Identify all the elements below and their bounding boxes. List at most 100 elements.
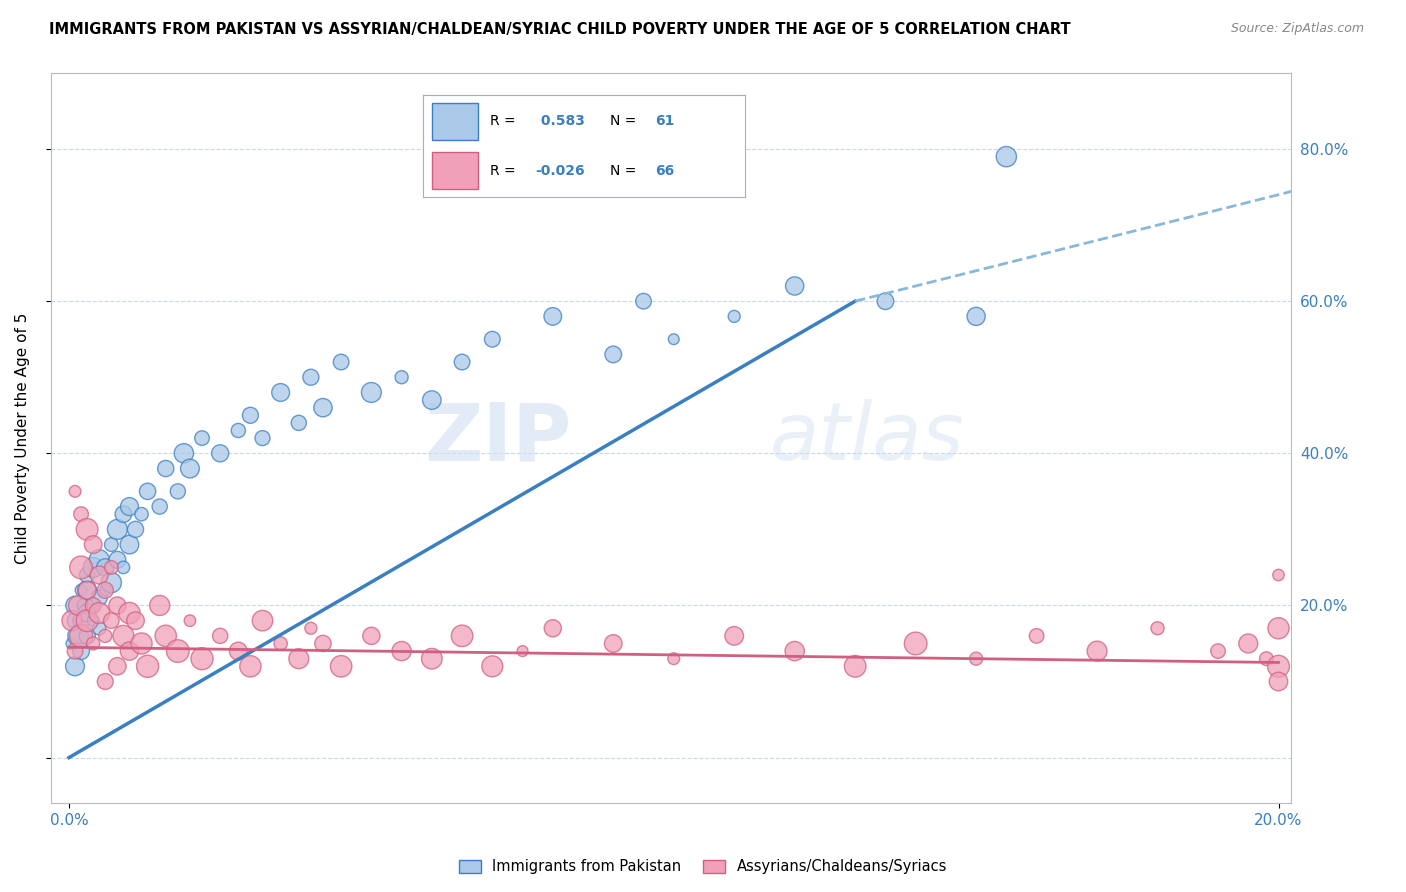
Point [1267,674,1289,689]
Point [60,636,83,650]
Point [1025,629,1047,643]
Point [541,621,564,635]
Point [420,393,443,408]
Point [226,644,249,658]
Point [131,507,153,521]
Point [541,310,564,324]
Point [70,644,93,658]
Point [82,599,104,613]
Point [904,636,927,650]
Point [191,651,214,665]
Point [299,370,322,384]
Point [118,538,141,552]
Point [112,629,135,643]
Point [112,560,135,574]
Point [1267,568,1289,582]
Point [70,507,93,521]
Point [124,614,146,628]
Point [76,583,98,598]
Point [1085,644,1108,658]
Point [783,644,806,658]
Point [63,614,86,628]
Point [155,461,177,475]
Text: atlas: atlas [770,399,965,477]
Point [149,500,172,514]
Point [82,560,104,574]
Point [94,674,117,689]
Point [82,599,104,613]
Point [1267,659,1289,673]
Point [63,484,86,499]
Point [94,583,117,598]
Point [1237,636,1260,650]
Point [602,636,624,650]
Point [63,644,86,658]
Point [391,370,413,384]
Point [76,522,98,536]
Point [288,651,311,665]
Point [94,560,117,574]
Point [875,294,897,309]
Point [76,606,98,620]
Point [191,431,214,445]
Point [783,279,806,293]
Point [118,500,141,514]
Point [100,560,122,574]
Point [67,629,90,643]
Point [100,575,122,590]
Point [82,538,104,552]
Point [70,629,93,643]
Point [89,621,111,635]
Point [166,484,188,499]
Text: IMMIGRANTS FROM PAKISTAN VS ASSYRIAN/CHALDEAN/SYRIAC CHILD POVERTY UNDER THE AGE: IMMIGRANTS FROM PAKISTAN VS ASSYRIAN/CHA… [49,22,1071,37]
Point [662,332,685,346]
Point [995,150,1018,164]
Point [105,659,128,673]
Point [70,583,93,598]
Point [105,599,128,613]
Point [73,599,96,613]
Point [105,553,128,567]
Point [451,355,474,369]
Point [662,651,685,665]
Point [270,385,292,400]
Point [100,538,122,552]
Point [94,629,117,643]
Point [209,446,232,460]
Point [100,614,122,628]
Point [155,629,177,643]
Point [1256,651,1278,665]
Point [70,614,93,628]
Point [239,409,262,423]
Point [252,614,274,628]
Point [105,522,128,536]
Point [312,401,335,415]
Point [70,560,93,574]
Point [60,614,83,628]
Point [1267,621,1289,635]
Point [481,659,503,673]
Point [360,385,382,400]
Point [330,659,353,673]
Point [633,294,655,309]
Point [82,614,104,628]
Text: ZIP: ZIP [425,399,571,477]
Point [270,636,292,650]
Point [118,606,141,620]
Point [602,347,624,361]
Point [723,310,745,324]
Point [89,591,111,605]
Point [965,651,987,665]
Point [94,583,117,598]
Point [124,522,146,536]
Point [288,416,311,430]
Point [63,599,86,613]
Point [723,629,745,643]
Point [76,583,98,598]
Point [89,568,111,582]
Point [391,644,413,658]
Point [239,659,262,673]
Y-axis label: Child Poverty Under the Age of 5: Child Poverty Under the Age of 5 [15,312,30,564]
Point [131,636,153,650]
Point [63,659,86,673]
